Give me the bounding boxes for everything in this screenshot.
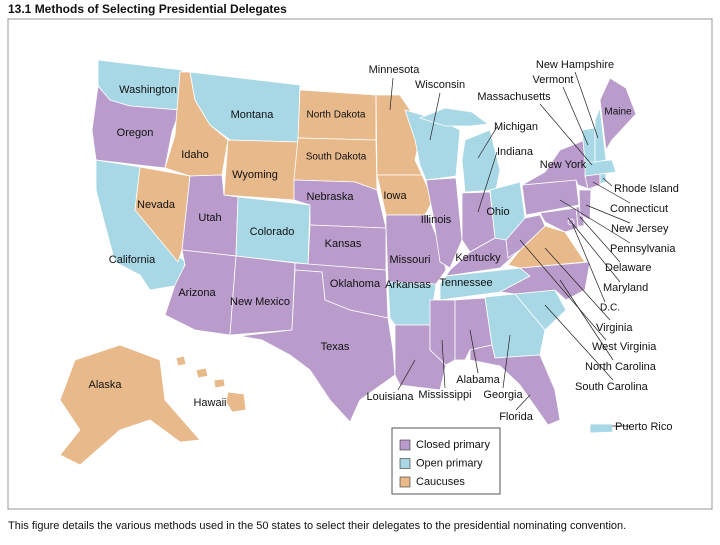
state-shape xyxy=(385,214,447,285)
state-label: South Carolina xyxy=(575,381,649,393)
state-label: Delaware xyxy=(605,262,651,274)
state-label: Montana xyxy=(231,109,275,121)
state-label: Minnesota xyxy=(369,64,421,76)
state-label: Iowa xyxy=(383,190,407,202)
state-shape xyxy=(376,174,434,216)
state-label: California xyxy=(109,254,156,266)
state-shape xyxy=(594,106,607,163)
legend-label: Caucuses xyxy=(416,476,465,488)
state-label: Kansas xyxy=(325,238,362,250)
state-shape xyxy=(239,269,396,423)
state-label: Indiana xyxy=(497,146,534,158)
state-label: Maine xyxy=(604,107,632,118)
figure-caption: This figure details the various methods … xyxy=(8,520,626,532)
legend-swatch xyxy=(399,476,411,488)
state-label: Missouri xyxy=(390,254,431,266)
state-label: Colorado xyxy=(250,226,295,238)
legend-swatch xyxy=(399,458,411,469)
state-shape xyxy=(498,261,591,301)
state-label: Maryland xyxy=(603,282,648,294)
state-label: Illinois xyxy=(421,214,452,226)
state-label: Vermont xyxy=(533,74,574,86)
figure-title: 13.1 Methods of Selecting Presidential D… xyxy=(8,2,287,16)
state-label: Nevada xyxy=(137,199,176,211)
state-label: Arizona xyxy=(178,287,216,299)
state-shape xyxy=(589,423,614,434)
state-label: Michigan xyxy=(494,121,538,133)
state-label: Georgia xyxy=(483,389,523,401)
state-shape xyxy=(539,207,579,233)
state-shape xyxy=(469,344,561,426)
state-label: West Virginia xyxy=(592,341,657,353)
map-frame xyxy=(7,18,713,510)
legend: Closed primary Open primary Caucuses xyxy=(391,427,501,495)
state-shape xyxy=(425,177,463,269)
state-shape xyxy=(418,107,490,127)
state-shape xyxy=(195,367,209,379)
state-label: Texas xyxy=(321,341,350,353)
state-shape xyxy=(505,214,546,259)
state-label: Idaho xyxy=(181,149,209,161)
state-label: Rhode Island xyxy=(614,183,679,195)
state-label: Connecticut xyxy=(610,203,668,215)
legend-label: Closed primary xyxy=(416,439,490,451)
state-label: Wyoming xyxy=(232,169,278,181)
state-label: Hawaii xyxy=(193,397,226,409)
state-label: New Hampshire xyxy=(536,59,614,71)
state-shape xyxy=(578,189,592,221)
state-label: Alaska xyxy=(88,379,122,391)
states xyxy=(59,59,637,466)
legend-swatch xyxy=(399,439,411,451)
state-label: South Dakota xyxy=(306,152,367,163)
state-label: Oklahoma xyxy=(330,278,381,290)
state-shape xyxy=(59,344,201,466)
state-label: New Mexico xyxy=(230,296,290,308)
state-label: Florida xyxy=(499,411,534,423)
state-label: Arkansas xyxy=(385,279,431,291)
state-label: New York xyxy=(540,159,587,171)
state-labels: Washington Oregon California Nevada Idah… xyxy=(88,59,678,433)
state-label: Washington xyxy=(119,84,177,96)
state-label: Alabama xyxy=(456,374,500,386)
state-label: Utah xyxy=(198,212,221,224)
legend-label: Open primary xyxy=(416,457,483,469)
state-label: Tennessee xyxy=(439,277,492,289)
state-shape xyxy=(175,355,187,367)
state-label: D.C. xyxy=(600,303,620,314)
state-shape xyxy=(213,378,226,389)
state-label: North Dakota xyxy=(307,110,366,121)
leader-lines xyxy=(389,71,631,427)
state-label: Oregon xyxy=(117,127,154,139)
state-shape xyxy=(91,85,181,169)
state-label: Virginia xyxy=(596,322,633,334)
state-label: Wisconsin xyxy=(415,79,465,91)
state-shape xyxy=(429,299,456,366)
state-label: Mississippi xyxy=(418,389,471,401)
state-label: North Carolina xyxy=(585,361,657,373)
state-label: Ohio xyxy=(486,206,509,218)
state-shape xyxy=(134,166,191,263)
state-label: New Jersey xyxy=(611,223,669,235)
state-label: Massachusetts xyxy=(477,91,551,103)
state-label: Nebraska xyxy=(306,191,354,203)
state-shape xyxy=(599,77,637,152)
state-label: Puerto Rico xyxy=(615,421,672,433)
state-label: Kentucky xyxy=(455,252,501,264)
state-shape xyxy=(225,391,247,413)
state-label: Pennsylvania xyxy=(610,243,676,255)
state-label: Louisiana xyxy=(366,391,414,403)
